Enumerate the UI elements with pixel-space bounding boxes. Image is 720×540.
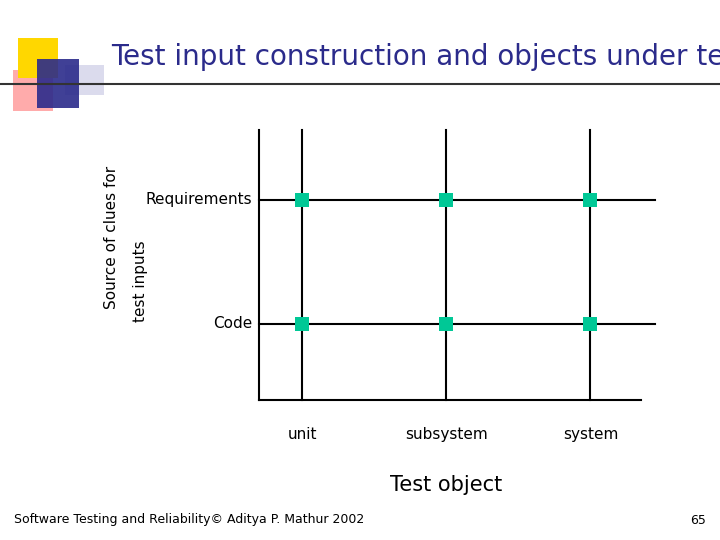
Bar [65, 65, 104, 94]
Text: Software Testing and Reliability© Aditya P. Mathur 2002: Software Testing and Reliability© Aditya… [14, 514, 364, 526]
Text: Test input construction and objects under test: Test input construction and objects unde… [112, 43, 720, 71]
Text: system: system [563, 427, 618, 442]
Bar [18, 38, 58, 78]
Point [441, 320, 452, 328]
Text: test inputs: test inputs [133, 240, 148, 322]
Point [297, 195, 308, 204]
Text: unit: unit [288, 427, 317, 442]
Bar [37, 59, 79, 108]
Point [297, 320, 308, 328]
Point [585, 195, 596, 204]
Text: Test object: Test object [390, 475, 503, 495]
Text: Source of clues for: Source of clues for [104, 166, 119, 309]
Text: Requirements: Requirements [145, 192, 252, 207]
Point [441, 195, 452, 204]
Point [585, 320, 596, 328]
Bar [13, 70, 53, 111]
Text: 65: 65 [690, 514, 706, 526]
Text: subsystem: subsystem [405, 427, 487, 442]
Text: Code: Code [212, 316, 252, 332]
